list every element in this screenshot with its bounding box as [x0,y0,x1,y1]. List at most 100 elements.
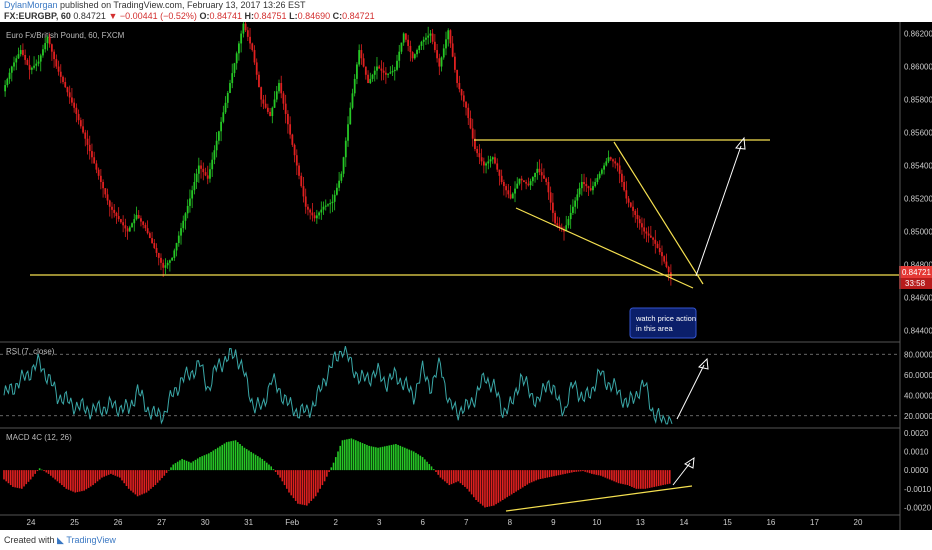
macd-bar [165,470,168,473]
macd-bar [408,449,411,471]
candle-body [344,140,347,158]
candle-body [211,159,214,170]
time-tick-1: 25 [70,518,79,527]
candle-body [578,188,581,195]
candle-body [17,54,20,59]
macd-bar [83,470,85,491]
candle-body [567,219,570,226]
macd-bar [372,446,375,471]
macd-bar [557,470,560,476]
candle-body [518,178,521,184]
macd-bar [595,470,598,475]
macd-bar [477,470,480,502]
macd-bar [513,470,515,493]
macd-bar [34,470,36,474]
candle-body [262,99,265,104]
candle-body [168,260,171,263]
candle-body [82,126,84,133]
time-tick-14: 13 [636,518,645,527]
macd-bar [544,470,546,479]
time-tick-12: 9 [551,518,556,527]
price-tick-9: 0.84400 [904,326,932,335]
time-tick-3: 27 [157,518,166,527]
time-tick-7: 2 [333,518,338,527]
macd-bar [310,470,313,501]
macd-bar [455,470,457,483]
macd-arrowhead-icon [684,456,695,469]
macd-bar [522,470,524,488]
price-tick-7: 0.84800 [904,260,932,269]
macd-bar [130,470,132,491]
candle-body [224,102,227,113]
candle-body [382,70,385,73]
candle-body [364,66,367,75]
tradingview-link[interactable]: TradingView [66,535,116,545]
candle-body [471,128,474,139]
candle-body [447,30,450,40]
candle-body [654,239,657,244]
time-tick-4: 30 [201,518,210,527]
candle-body [625,190,628,199]
macd-bar [377,447,379,471]
candle-body [545,178,548,182]
macd-bar [664,470,667,485]
candle-body [266,107,269,112]
candle-body [576,194,579,201]
candle-body [353,78,356,94]
candle-body [19,50,22,55]
candle-body [647,233,650,236]
macd-bar [395,444,397,471]
candle-body [516,183,519,189]
candle-body [498,169,501,176]
macd-bar [252,453,255,471]
candle-body [166,262,169,266]
macd-bar [32,470,34,477]
candle-body [204,172,207,176]
macd-bar [147,470,150,491]
candle-body [433,41,436,51]
candle-body [242,23,245,34]
macd-bar [564,470,566,474]
rsi-tick-2: 40.0000 [904,391,932,400]
candle-body [175,243,178,251]
macd-bar [134,470,137,495]
candle-body [369,78,372,84]
macd-bar [36,470,39,472]
time-tick-13: 10 [592,518,601,527]
rsi-pane[interactable]: RSI (7, close) 80.0000 60.0000 40.0000 20.0… [0,345,932,425]
macd-bar [285,470,288,489]
candle-body [349,107,352,125]
candle-body [240,33,243,44]
macd-bar [486,470,488,507]
candle-body [320,209,323,213]
time-tick-2: 26 [114,518,123,527]
macd-pane[interactable]: MACD 4C (12, 26) 0.0020 0.0010 0.0000 -0.00… [3,429,932,513]
candle-body [48,36,51,45]
candle-body [184,213,187,221]
macd-bar [528,470,531,484]
candle-body [572,206,574,213]
candle-body [616,163,619,166]
macd-bar [308,470,310,504]
price-pane[interactable]: Euro Fx/British Pound, 60, FXCM 0.862000… [4,22,932,339]
macd-bar [657,470,660,486]
candle-body [422,39,425,42]
author-link[interactable]: DylanMorgan [4,0,58,10]
candle-body [589,188,592,191]
candle-body [580,182,583,189]
candle-body [411,52,414,59]
macd-bar [571,470,573,473]
macd-bar [437,470,439,475]
candle-body [500,175,503,182]
macd-bar [192,461,195,471]
down-arrow-icon: ▼ [108,11,118,21]
chart-title: Euro Fx/British Pound, 60, FXCM [6,31,125,40]
macd-bar [439,470,442,478]
macd-bar [170,467,172,471]
macd-bar [81,470,83,492]
candle-body [249,36,251,44]
macd-bar [321,470,324,486]
chart-canvas[interactable]: Euro Fx/British Pound, 60, FXCM 0.862000… [0,22,932,530]
candle-body [315,215,318,219]
macd-bar [617,470,620,484]
